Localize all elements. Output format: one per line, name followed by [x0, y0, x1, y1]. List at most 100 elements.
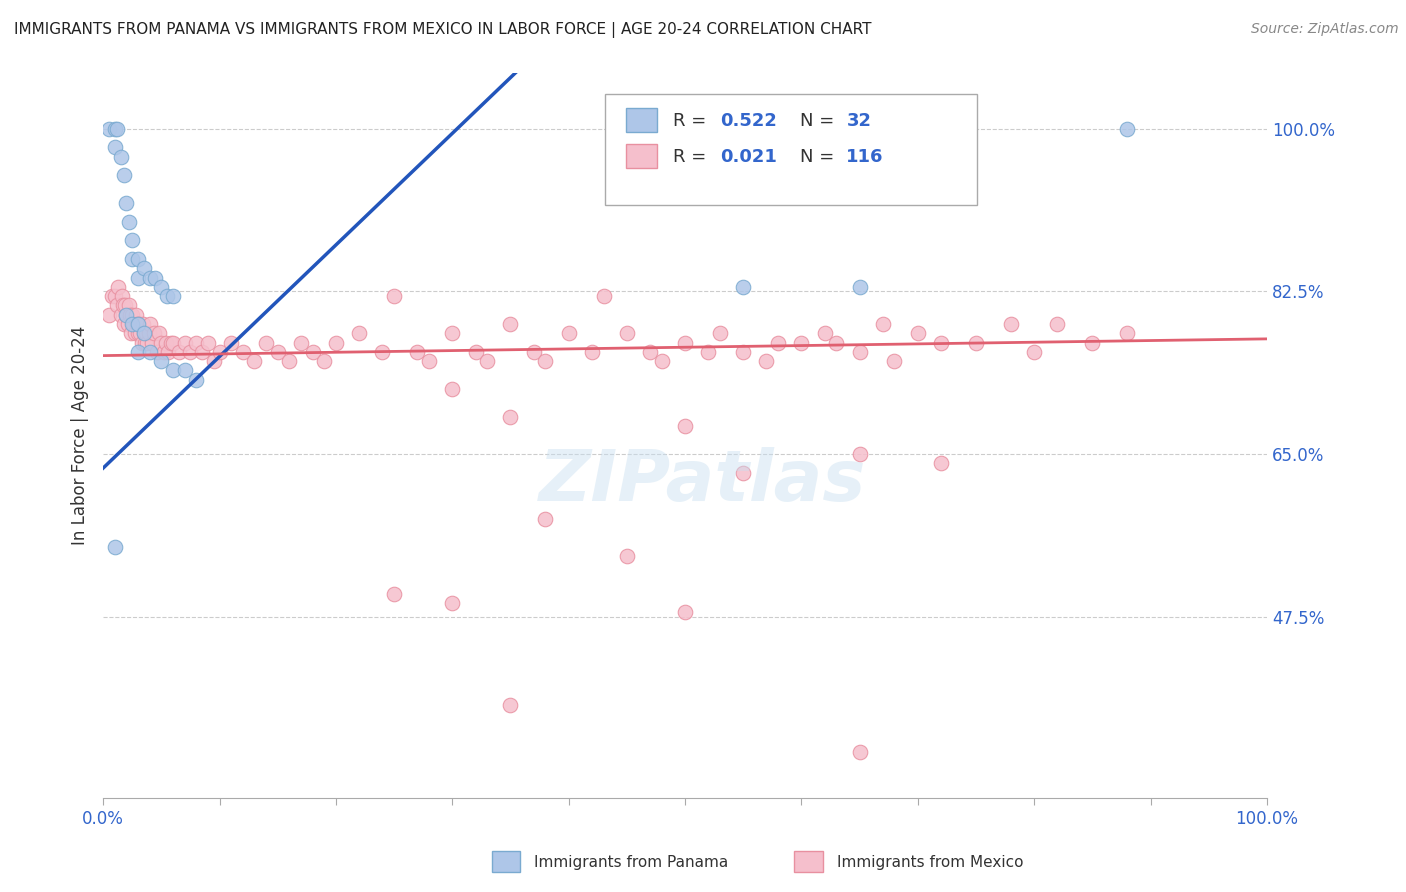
- Point: [202, 354, 225, 368]
- Point: [616, 549, 638, 564]
- Point: [382, 586, 405, 600]
- Point: [143, 326, 166, 341]
- Point: [965, 335, 987, 350]
- Point: [117, 317, 139, 331]
- Point: [127, 317, 149, 331]
- Point: [371, 344, 394, 359]
- Point: [138, 326, 160, 341]
- Text: 32: 32: [846, 112, 872, 130]
- Point: [127, 326, 149, 341]
- Text: N =: N =: [800, 112, 839, 130]
- Point: [132, 261, 155, 276]
- Point: [97, 121, 120, 136]
- Point: [208, 344, 231, 359]
- Point: [112, 168, 135, 182]
- Point: [883, 354, 905, 368]
- Point: [186, 335, 208, 350]
- Text: Immigrants from Mexico: Immigrants from Mexico: [837, 855, 1024, 870]
- Point: [1116, 326, 1139, 341]
- Point: [125, 317, 148, 331]
- Point: [243, 354, 266, 368]
- Point: [104, 540, 127, 554]
- Point: [219, 335, 242, 350]
- Point: [872, 317, 894, 331]
- Point: [127, 270, 149, 285]
- Point: [131, 317, 153, 331]
- Point: [709, 326, 731, 341]
- Point: [159, 335, 181, 350]
- Point: [173, 363, 195, 377]
- Text: ZIPatlas: ZIPatlas: [540, 447, 866, 516]
- Point: [475, 354, 498, 368]
- Text: 0.522: 0.522: [720, 112, 776, 130]
- Point: [232, 344, 254, 359]
- Point: [301, 344, 323, 359]
- Point: [122, 317, 145, 331]
- Point: [464, 344, 486, 359]
- Point: [118, 308, 141, 322]
- Point: [406, 344, 429, 359]
- Point: [162, 289, 184, 303]
- Point: [141, 335, 163, 350]
- Point: [129, 326, 152, 341]
- Point: [136, 335, 159, 350]
- Point: [112, 317, 135, 331]
- Point: [347, 326, 370, 341]
- Point: [929, 457, 952, 471]
- Point: [557, 326, 579, 341]
- Point: [186, 373, 208, 387]
- Point: [534, 512, 557, 526]
- Point: [125, 308, 148, 322]
- Point: [907, 326, 929, 341]
- Point: [755, 354, 778, 368]
- Point: [105, 121, 128, 136]
- Point: [128, 317, 150, 331]
- Point: [197, 335, 219, 350]
- Point: [848, 344, 870, 359]
- Point: [766, 335, 789, 350]
- Point: [111, 289, 134, 303]
- Point: [673, 419, 696, 434]
- Point: [110, 150, 132, 164]
- Point: [638, 344, 661, 359]
- Point: [825, 335, 848, 350]
- Point: [115, 308, 138, 322]
- Point: [150, 280, 173, 294]
- Point: [616, 326, 638, 341]
- Point: [145, 270, 167, 285]
- Point: [104, 289, 127, 303]
- Point: [592, 289, 614, 303]
- Point: [148, 326, 170, 341]
- Point: [1024, 344, 1046, 359]
- Point: [138, 270, 160, 285]
- Point: [848, 280, 870, 294]
- Point: [111, 298, 134, 312]
- Point: [138, 344, 160, 359]
- Point: [131, 335, 153, 350]
- Text: IMMIGRANTS FROM PANAMA VS IMMIGRANTS FROM MEXICO IN LABOR FORCE | AGE 20-24 CORR: IMMIGRANTS FROM PANAMA VS IMMIGRANTS FRO…: [14, 22, 872, 38]
- Text: 116: 116: [846, 148, 884, 166]
- Point: [162, 335, 184, 350]
- Point: [173, 335, 195, 350]
- Point: [733, 466, 755, 480]
- Point: [499, 317, 522, 331]
- Point: [441, 326, 464, 341]
- Point: [534, 354, 557, 368]
- Point: [152, 344, 174, 359]
- Point: [118, 215, 141, 229]
- Point: [278, 354, 301, 368]
- Point: [138, 317, 160, 331]
- Point: [814, 326, 837, 341]
- Point: [135, 326, 157, 341]
- Point: [441, 596, 464, 610]
- Point: [441, 382, 464, 396]
- Text: 0.021: 0.021: [720, 148, 776, 166]
- Point: [581, 344, 603, 359]
- Point: [325, 335, 347, 350]
- Point: [290, 335, 312, 350]
- Point: [1046, 317, 1069, 331]
- Point: [929, 335, 952, 350]
- Point: [267, 344, 290, 359]
- Point: [790, 335, 813, 350]
- Point: [121, 252, 143, 266]
